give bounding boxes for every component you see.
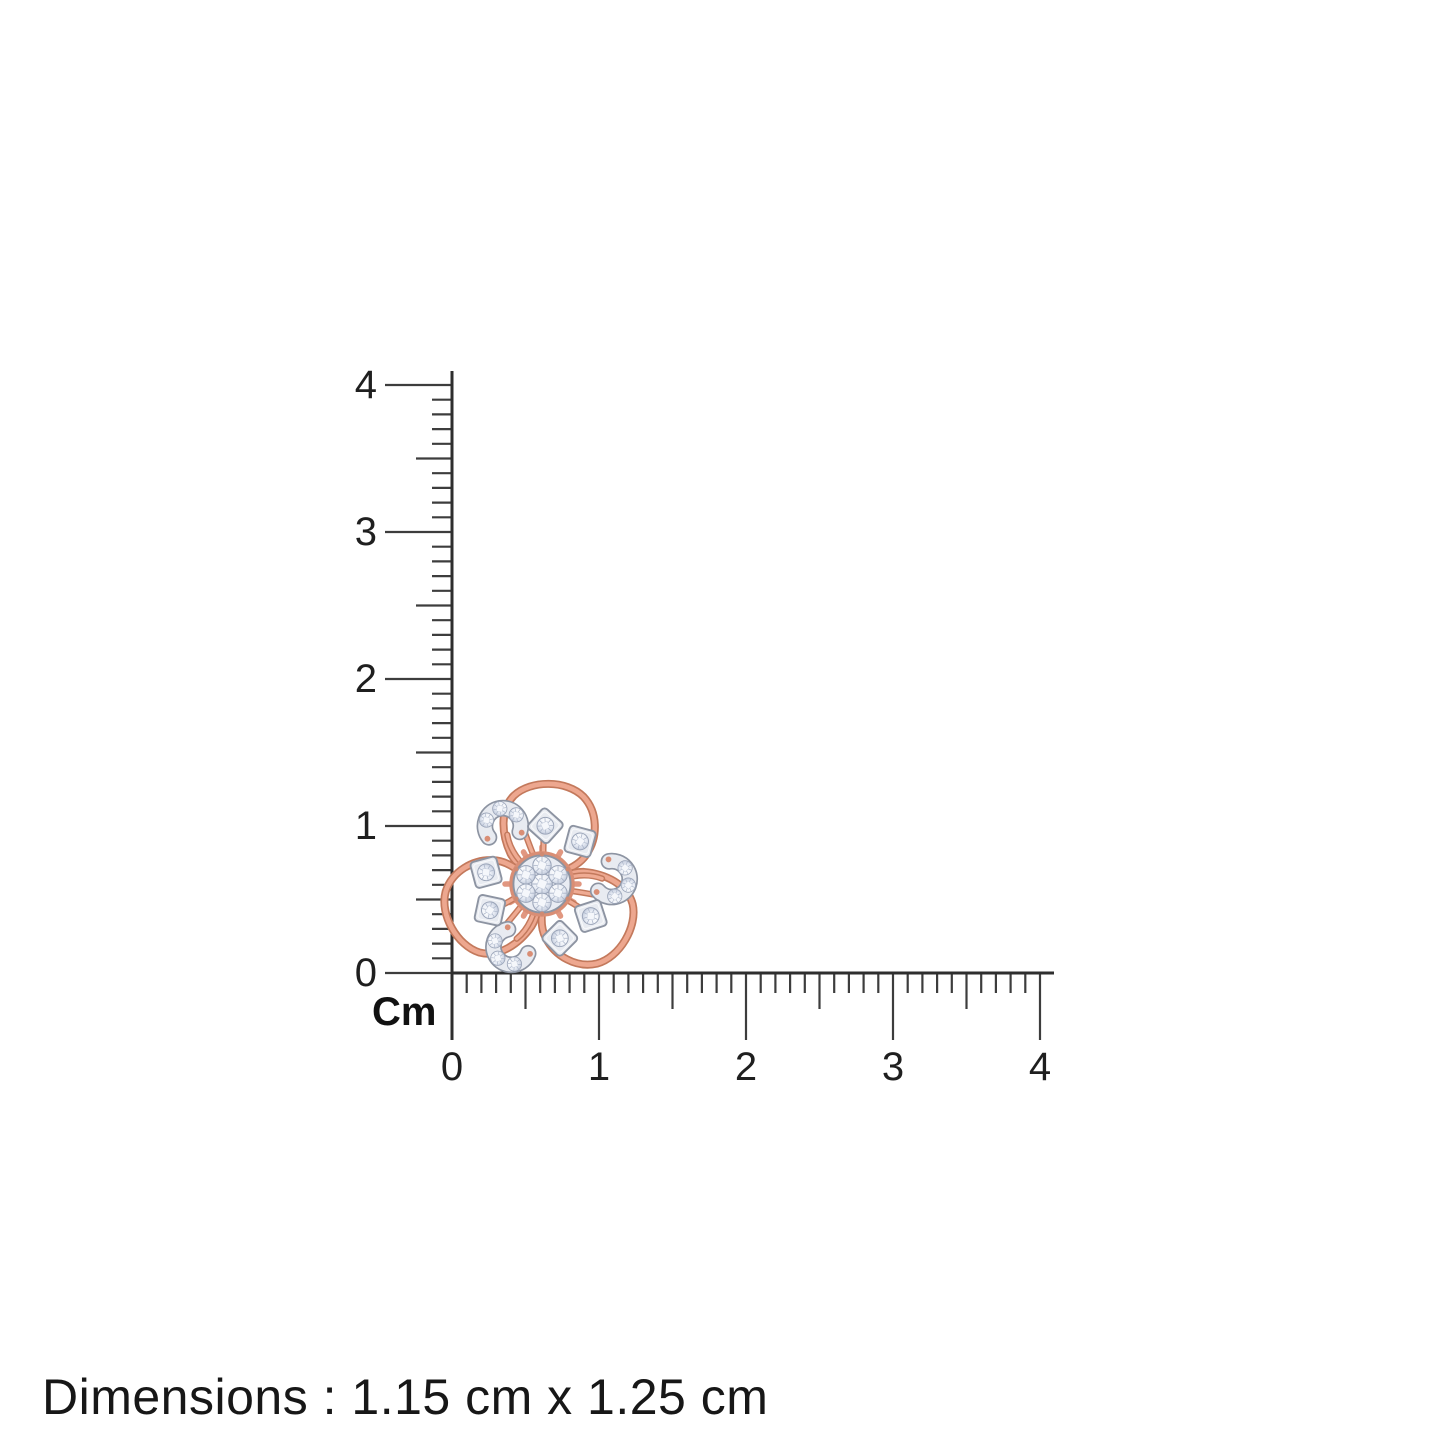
vertical-ruler-label-0: 0 — [354, 951, 377, 995]
horizontal-ruler-label-2: 2 — [734, 1045, 758, 1089]
horizontal-ruler-ticks — [450, 973, 1042, 1040]
horizontal-ruler-label-1: 1 — [587, 1045, 611, 1089]
product-image — [428, 784, 661, 991]
vertical-ruler-ticks — [385, 383, 452, 975]
dimensions-caption: Dimensions : 1.15 cm x 1.25 cm — [42, 1369, 769, 1425]
vertical-ruler-label-1: 1 — [354, 804, 377, 848]
vertical-ruler-label-3: 3 — [354, 510, 377, 554]
horizontal-ruler-label-0: 0 — [440, 1045, 464, 1089]
vertical-ruler-label-4: 4 — [354, 363, 377, 407]
horizontal-ruler-label-3: 3 — [881, 1045, 905, 1089]
vertical-ruler-label-2: 2 — [354, 657, 377, 701]
horizontal-ruler-label-4: 4 — [1028, 1045, 1052, 1089]
ruler-unit-label: Cm — [372, 990, 437, 1034]
center-diamond-cluster — [509, 851, 575, 917]
